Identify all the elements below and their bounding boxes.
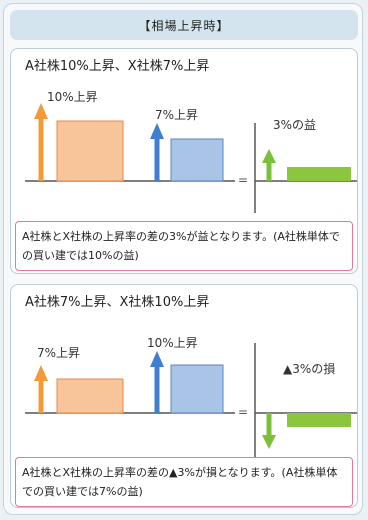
result-arrow-up-icon <box>262 149 276 163</box>
a-arrow-up-icon <box>34 103 48 119</box>
scenario-2-note: A社株とX社株の上昇率の差の▲3%が損となります。(A社株単体での買い建では7%… <box>15 457 353 507</box>
x-arrow-up-icon <box>150 123 164 139</box>
result-bar <box>287 413 351 427</box>
scenario-2-chart: 7%上昇 10%上昇 = ▲3%の損 <box>25 336 357 463</box>
scenario-panel-1: A社株10%上昇、X社株7%上昇 10%上昇 7%上昇 = <box>10 48 358 274</box>
scenario-1-title: A社株10%上昇、X社株7%上昇 <box>25 59 210 74</box>
bar-x <box>170 138 224 182</box>
bar-a-label: 7%上昇 <box>37 346 80 360</box>
bar-x <box>170 364 224 414</box>
scenario-2-title: A社株7%上昇、X社株10%上昇 <box>25 295 210 310</box>
diagram-frame: 【相場上昇時】 A社株10%上昇、X社株7%上昇 10%上昇 7%上昇 = <box>3 3 363 515</box>
result-arrow-down-icon <box>262 435 276 449</box>
result-bar <box>287 167 351 181</box>
equals-sign: = <box>238 405 248 419</box>
bar-a <box>56 378 124 414</box>
bar-a <box>56 120 124 182</box>
header-title: 【相場上昇時】 <box>10 10 358 40</box>
result-label: ▲3%の損 <box>283 361 335 376</box>
scenario-1-chart: 10%上昇 7%上昇 = 3%の益 <box>25 90 357 213</box>
scenario-1-note: A社株とX社株の上昇率の差の3%が益となります。(A社株単体での買い建では10%… <box>15 221 353 271</box>
bar-a-label: 10%上昇 <box>47 90 98 104</box>
a-arrow-up-icon <box>34 365 48 381</box>
result-label: 3%の益 <box>273 118 316 132</box>
scenario-panel-2: A社株7%上昇、X社株10%上昇 7%上昇 10%上昇 = <box>10 284 358 508</box>
equals-sign: = <box>238 173 248 187</box>
bar-x-label: 10%上昇 <box>147 336 198 350</box>
x-arrow-up-icon <box>150 351 164 367</box>
bar-x-label: 7%上昇 <box>155 108 198 122</box>
